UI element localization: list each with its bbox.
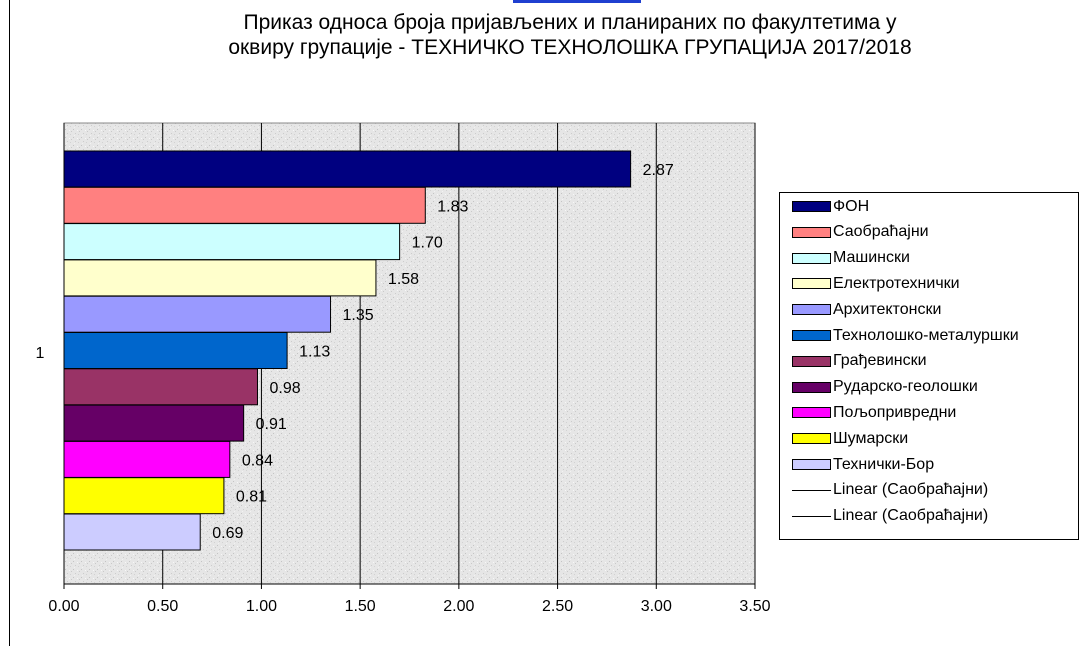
legend-label: Машински (833, 249, 910, 267)
legend-item: Технолошко-металуршки (792, 323, 1019, 348)
bar (63, 186, 426, 224)
bar-data-label: 0.98 (269, 380, 300, 397)
legend-label: Linear (Саобраћајни) (833, 507, 989, 525)
bar (63, 332, 288, 369)
legend-swatch (792, 304, 831, 316)
legend-item: Машински (792, 246, 910, 271)
legend-label: Грађевински (833, 352, 927, 370)
bar (63, 440, 231, 478)
x-tick-label: 1.50 (345, 598, 376, 615)
bar (63, 259, 377, 297)
bar-chart: 2.87 1.83 1.70 1.58 1.35 1.13 0.98 0.91 0.84 0.81… (36, 122, 771, 615)
legend-item: ФОН (792, 194, 869, 219)
bar-data-label: 1.70 (412, 235, 443, 252)
legend: ФОН Саобраћајни Машински Електротехнички Арх… (779, 192, 1079, 540)
bar-data-label: 0.91 (256, 416, 287, 433)
bar (63, 513, 201, 551)
x-tick-label: 2.50 (542, 598, 573, 615)
legend-swatch (792, 407, 831, 419)
legend-item: Саобраћајни (792, 220, 929, 245)
x-tick-label: 3.00 (641, 598, 672, 615)
legend-item: Архитектонски (792, 297, 941, 322)
legend-item: Шумарски (792, 426, 908, 451)
legend-trendline-item: Linear (Саобраћајни) (792, 478, 988, 503)
legend-swatch (792, 381, 831, 393)
legend-label: ФОН (833, 197, 870, 215)
bar (63, 295, 332, 333)
bar-data-label: 0.69 (212, 525, 243, 542)
bar-data-label: 1.13 (299, 344, 330, 361)
x-tick-label: 3.50 (739, 598, 770, 615)
bar-data-label: 0.81 (236, 489, 267, 506)
legend-label: Електротехнички (833, 274, 960, 292)
legend-label: Linear (Саобраћајни) (833, 481, 989, 499)
bar-data-label: 1.35 (343, 307, 374, 324)
legend-item: Технички-Бор (792, 452, 934, 477)
bar (63, 477, 225, 515)
legend-item: Електротехнички (792, 271, 960, 296)
legend-swatch (792, 201, 831, 212)
legend-line-swatch (792, 489, 831, 491)
legend-label: Архитектонски (833, 300, 942, 318)
legend-swatch (792, 278, 831, 290)
legend-label: Технолошко-металуршки (833, 326, 1019, 344)
legend-swatch (792, 252, 831, 264)
x-tick-label: 0.00 (48, 598, 79, 615)
bar (63, 223, 401, 261)
x-tick-label: 0.50 (147, 598, 178, 615)
legend-label: Рударско-геолошки (833, 378, 978, 396)
legend-swatch (792, 330, 831, 341)
bar-data-label: 0.84 (242, 452, 273, 469)
bar-data-label: 1.58 (388, 271, 419, 288)
legend-label: Саобраћајни (833, 223, 929, 241)
legend-item: Грађевински (792, 349, 927, 374)
x-tick-label: 2.00 (443, 598, 474, 615)
top-link-fragment[interactable] (513, 0, 641, 3)
bar (63, 150, 632, 188)
x-tick-label: 1.00 (246, 598, 277, 615)
frame-border-line (9, 0, 10, 646)
category-label: 1 (36, 345, 45, 362)
bar-data-label: 2.87 (643, 162, 674, 179)
legend-swatch (792, 459, 831, 470)
bar-data-label: 1.83 (437, 198, 468, 215)
legend-label: Шумарски (833, 429, 909, 447)
legend-swatch (792, 226, 831, 238)
bar (63, 368, 258, 406)
legend-swatch (792, 355, 831, 367)
bar (63, 404, 245, 442)
legend-trendline-item: Linear (Саобраћајни) (792, 504, 988, 529)
legend-swatch (792, 433, 831, 445)
legend-label: Технички-Бор (833, 455, 935, 473)
legend-item: Пољопривредни (792, 400, 956, 425)
legend-line-swatch (792, 515, 831, 517)
chart-title: Приказ односа броја пријављених и планир… (228, 11, 912, 59)
legend-label: Пољопривредни (833, 403, 957, 421)
legend-item: Рударско-геолошки (792, 375, 978, 400)
